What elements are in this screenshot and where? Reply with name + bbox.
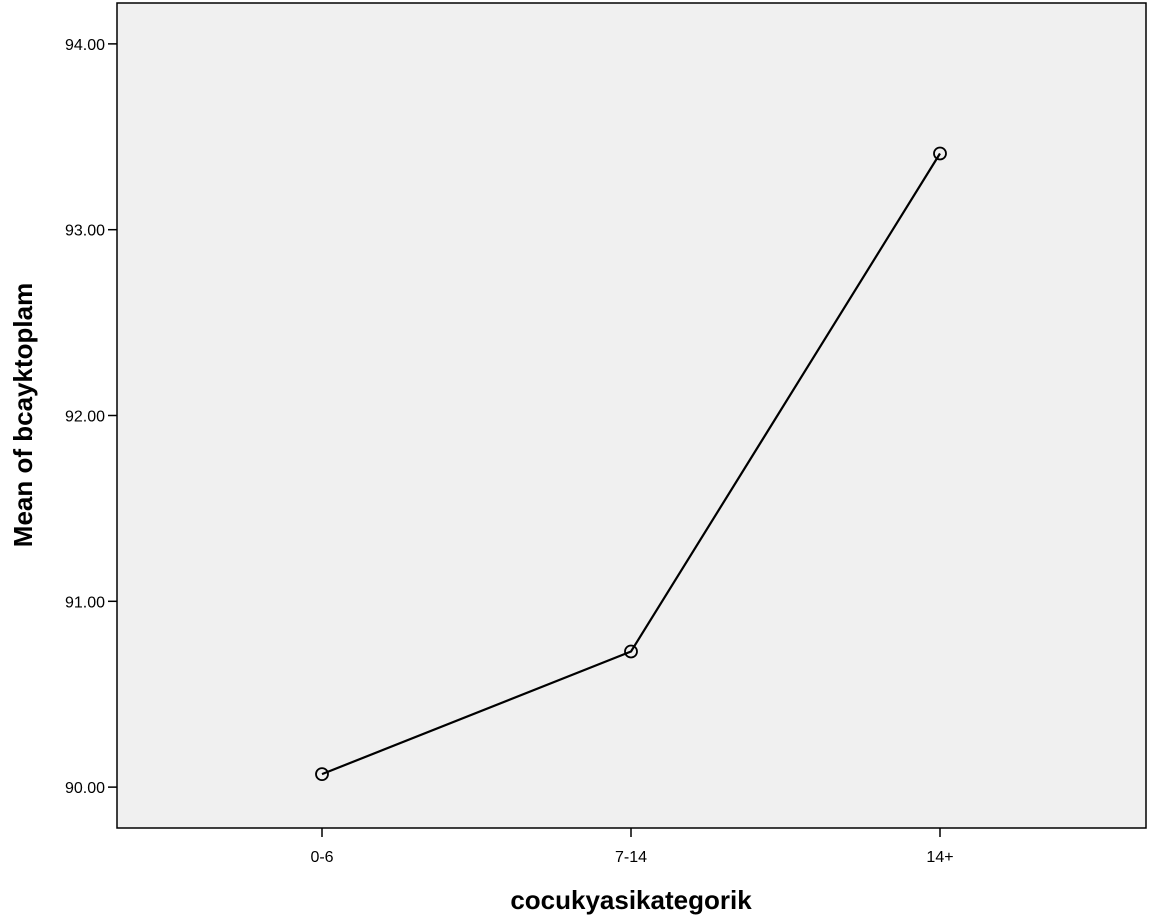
y-tick-label: 90.00 <box>65 780 105 797</box>
plot-area <box>116 2 1147 829</box>
x-tick-label: 7-14 <box>615 849 647 866</box>
x-tick-label: 0-6 <box>310 849 333 866</box>
y-tick-label: 91.00 <box>65 594 105 611</box>
y-tick-label: 93.00 <box>65 223 105 240</box>
data-point-marker <box>315 767 329 782</box>
series-layer <box>315 146 947 782</box>
y-axis-title: Mean of bcayktoplam <box>8 283 38 547</box>
series-line <box>321 152 941 776</box>
y-tick-label: 94.00 <box>65 37 105 54</box>
x-tick-label: 14+ <box>926 849 953 866</box>
data-point-marker <box>624 644 638 659</box>
x-axis: 0-6 7-14 14+ <box>310 828 954 866</box>
y-axis: 90.00 91.00 92.00 93.00 94.00 <box>65 37 117 797</box>
x-axis-title: cocukyasikategorik <box>510 885 752 915</box>
data-point-marker <box>933 146 947 161</box>
y-tick-label: 92.00 <box>65 409 105 426</box>
